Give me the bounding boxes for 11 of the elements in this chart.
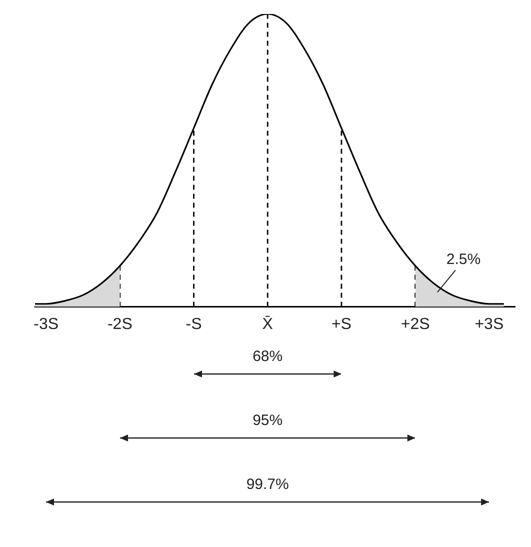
x-tick-label: +S (331, 316, 352, 333)
text: 68% (252, 348, 284, 365)
x-tick-label: -3S (34, 316, 59, 333)
x-tick-label: +3S (474, 316, 504, 333)
annotation: 2.5% (446, 251, 481, 268)
x-tick-label: +2S (400, 316, 430, 333)
text: 95% (252, 412, 284, 429)
text: 99.7% (245, 476, 290, 493)
x-tick-label: X̄ (262, 315, 274, 333)
x-tick-label: -2S (107, 316, 132, 333)
x-tick-label: -S (186, 316, 202, 333)
